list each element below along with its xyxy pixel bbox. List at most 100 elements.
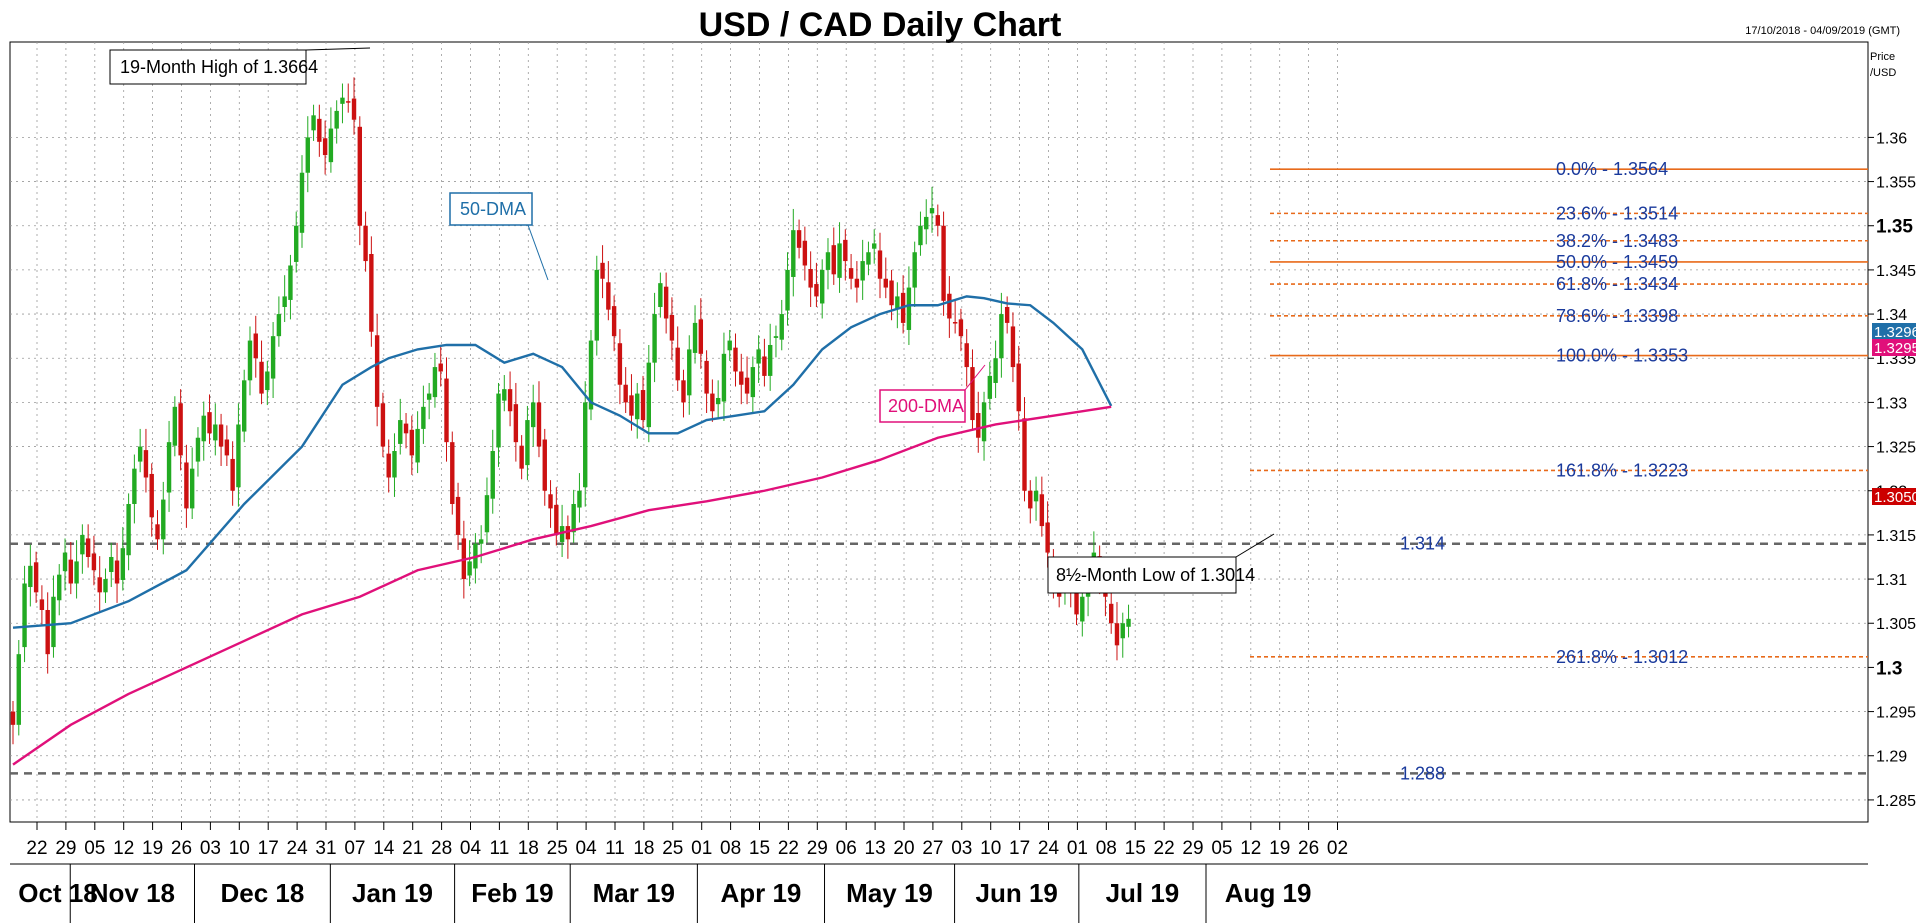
x-day-label: 10	[229, 838, 250, 859]
candle	[744, 356, 750, 405]
x-day-label: 05	[84, 838, 105, 859]
x-day-label: 17	[258, 838, 279, 859]
candle	[270, 322, 276, 398]
candle-body	[548, 494, 553, 509]
candle	[166, 420, 172, 512]
x-day-label: 14	[373, 838, 395, 859]
candle	[900, 275, 906, 334]
chart-title: USD / CAD Daily Chart	[699, 6, 1062, 44]
candle	[652, 292, 657, 383]
y-tick-label: 1.315	[1876, 528, 1916, 545]
candle-body	[848, 268, 854, 279]
candle-body	[756, 349, 761, 364]
x-month-label: Nov 18	[90, 878, 175, 908]
candle-body	[438, 363, 443, 372]
x-day-label: 22	[1154, 838, 1175, 859]
candle	[646, 344, 651, 443]
candle-body	[184, 462, 189, 509]
candle-body	[386, 453, 391, 478]
candle-body	[1028, 490, 1033, 509]
candle-body	[785, 269, 790, 311]
candle-body	[895, 296, 900, 309]
x-day-label: 19	[1269, 838, 1290, 859]
candle	[814, 262, 819, 308]
candle-body	[80, 534, 85, 555]
candle-body	[594, 269, 599, 341]
candle	[97, 556, 102, 612]
candle-body	[513, 404, 519, 443]
x-day-label: 02	[1327, 838, 1348, 859]
high-annotation-box	[109, 49, 307, 85]
candle	[132, 454, 137, 524]
candle	[478, 525, 484, 564]
candle-body	[340, 97, 345, 104]
candle	[710, 379, 715, 422]
x-day-label: 05	[1211, 838, 1232, 859]
candle-body	[357, 126, 362, 226]
candle	[426, 382, 432, 420]
candle	[1126, 604, 1131, 638]
candle	[565, 515, 571, 559]
y-tick-label: 1.35	[1876, 217, 1913, 238]
y-tick-label: 1.31	[1876, 572, 1907, 589]
labels-layer: 1.314 1.288 0.0% - 1.3564 23.6% - 1.3514 38.…	[109, 47, 1688, 783]
candle-body	[935, 215, 940, 226]
x-day-label: 25	[547, 838, 568, 859]
candle	[513, 382, 519, 462]
candle-body	[519, 445, 524, 469]
candle	[218, 413, 224, 467]
x-day-label: 17	[1009, 838, 1030, 859]
y-tick-label: 1.29	[1876, 749, 1907, 766]
candle-body	[507, 389, 513, 412]
candle-body	[126, 503, 131, 556]
plot-frame	[9, 41, 1869, 823]
candle-body	[62, 552, 68, 572]
candle-body	[10, 711, 16, 725]
candle	[866, 241, 871, 276]
candle-body	[409, 429, 415, 456]
candle	[305, 116, 310, 193]
candle-body	[380, 403, 386, 447]
candle	[588, 329, 594, 421]
candle-body	[675, 347, 680, 381]
candle-body	[1010, 326, 1016, 368]
candle-body	[334, 110, 339, 129]
candle-body	[559, 526, 565, 542]
candle	[1039, 476, 1045, 537]
candle-body	[195, 437, 201, 462]
x-day-label: 10	[980, 838, 1001, 859]
candle-body	[317, 118, 322, 142]
candle	[294, 211, 299, 273]
y-tick-label: 1.33	[1876, 395, 1907, 412]
candle-body	[600, 262, 605, 279]
candle	[559, 504, 565, 557]
candle	[109, 542, 114, 588]
candle-body	[721, 353, 727, 402]
candle-body	[866, 252, 871, 265]
candle	[843, 229, 848, 281]
fib-label: 23.6% - 1.3514	[1556, 203, 1678, 223]
candle-body	[831, 245, 836, 275]
candle	[918, 211, 923, 256]
candle	[259, 340, 264, 405]
candle-body	[565, 526, 571, 540]
x-day-label: 21	[402, 838, 423, 859]
candle-body	[640, 390, 646, 421]
x-day-label: 20	[893, 838, 914, 859]
x-day-label: 06	[836, 838, 857, 859]
x-day-label: 29	[807, 838, 828, 859]
candle	[392, 433, 397, 497]
candle-body	[22, 583, 27, 648]
price-tag-label: 1.3296	[1874, 324, 1916, 341]
y-tick-label: 1.285	[1876, 793, 1916, 810]
candle	[351, 77, 357, 135]
x-day-label: 18	[633, 838, 654, 859]
candle-body	[189, 468, 195, 509]
candle	[340, 83, 345, 124]
candle-body	[577, 490, 582, 508]
candle	[750, 356, 756, 413]
candle	[519, 435, 524, 480]
candle	[687, 335, 692, 415]
candle	[490, 429, 495, 514]
candle-body	[374, 335, 380, 407]
